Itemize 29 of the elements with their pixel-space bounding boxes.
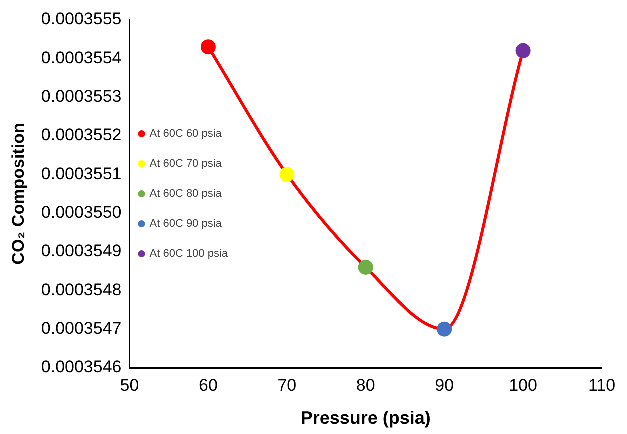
x-tick-label: 80 [356, 376, 376, 395]
legend-label: At 60C 60 psia [150, 128, 223, 140]
y-tick-label: 0.0003550 [41, 203, 122, 222]
point [280, 167, 295, 182]
y-tick-label: 0.0003553 [41, 87, 122, 106]
x-tick-label: 90 [435, 376, 454, 395]
x-tick-label: 70 [278, 376, 297, 395]
x-tick-label: 50 [120, 376, 140, 395]
x-axis-title: Pressure (psia) [300, 408, 431, 428]
point [437, 322, 452, 337]
point [516, 43, 531, 58]
x-tick-label: 100 [509, 376, 538, 395]
legend-label: At 60C 70 psia [150, 158, 223, 170]
y-axis-title: CO₂ Composition [8, 123, 28, 265]
y-tick-label: 0.0003554 [41, 48, 122, 68]
x-tick-label: 60 [199, 376, 218, 395]
y-tick-label: 0.0003549 [41, 242, 122, 261]
legend-label: At 60C 80 psia [150, 188, 223, 200]
y-tick-label: 0.0003555 [41, 10, 122, 29]
y-tick-label: 0.0003551 [41, 164, 122, 184]
x-tick-label: 110 [588, 376, 616, 395]
legend-label: At 60C 90 psia [150, 218, 223, 230]
point [200, 40, 216, 55]
y-tick-label: 0.0003548 [41, 280, 122, 300]
y-tick-label: 0.0003547 [41, 319, 122, 338]
y-tick-label: 0.0003552 [41, 126, 122, 145]
y-tick-label: 0.0003546 [41, 358, 122, 377]
legend-label: At 60C 100 psia [150, 248, 229, 260]
point [358, 260, 374, 275]
